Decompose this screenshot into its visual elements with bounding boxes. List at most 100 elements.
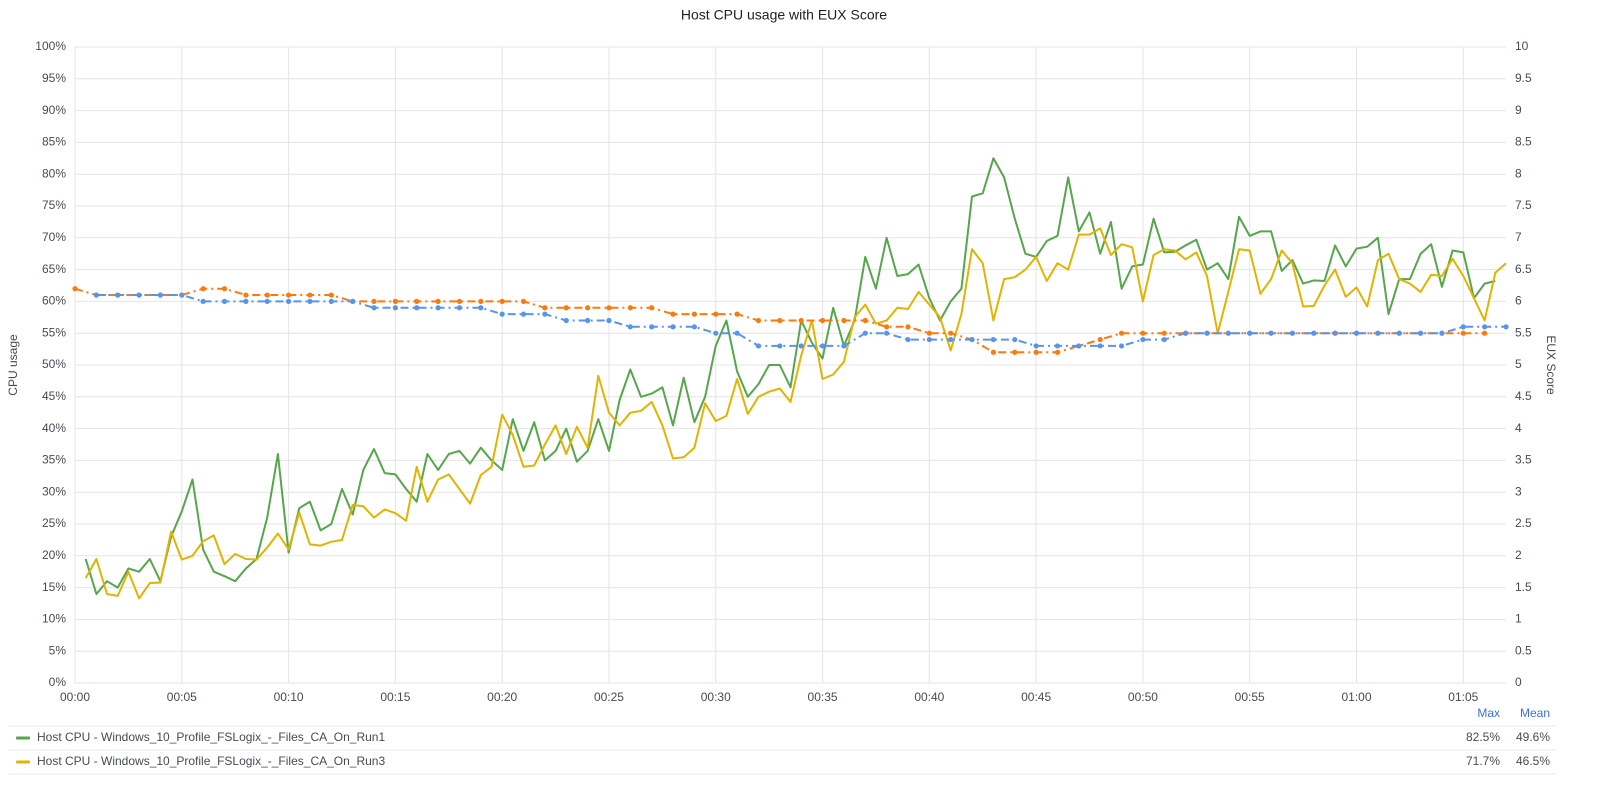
data-point	[1332, 330, 1338, 336]
data-point	[307, 292, 313, 298]
data-point	[584, 317, 591, 324]
y-tick-label: 30%	[42, 484, 66, 498]
data-point	[243, 298, 249, 304]
data-point	[670, 311, 676, 317]
data-point	[713, 330, 719, 336]
y2-tick-label: 0.5	[1515, 643, 1532, 657]
data-point	[670, 324, 676, 330]
data-point	[1118, 343, 1125, 349]
data-point	[649, 305, 655, 311]
data-point	[542, 311, 548, 317]
y2-tick-label: 5	[1515, 357, 1522, 371]
data-point	[1012, 349, 1018, 355]
data-point	[414, 298, 420, 304]
data-point	[1482, 324, 1488, 330]
data-point	[1012, 336, 1018, 343]
data-point	[1097, 336, 1103, 343]
y2-tick-label: 7	[1515, 230, 1522, 244]
legend-max: 82.5%	[1466, 730, 1500, 744]
data-point	[392, 305, 398, 311]
data-point	[1460, 324, 1466, 330]
data-point	[1375, 330, 1381, 336]
data-point	[478, 305, 484, 311]
data-point	[307, 298, 313, 304]
data-point	[1076, 343, 1082, 349]
data-point	[115, 292, 121, 298]
data-point	[755, 343, 762, 349]
y-tick-label: 100%	[35, 39, 66, 53]
y2-tick-label: 9	[1515, 103, 1522, 117]
x-tick-label: 00:10	[274, 690, 304, 704]
data-point	[691, 311, 697, 317]
legend-header: Max	[1477, 706, 1500, 720]
y2-tick-label: 6	[1515, 294, 1522, 308]
series-line	[84, 227, 1507, 600]
y-tick-label: 90%	[42, 103, 66, 117]
legend-max: 71.7%	[1466, 754, 1500, 768]
data-point	[243, 292, 249, 298]
data-point	[584, 305, 591, 311]
data-point	[1439, 330, 1445, 336]
data-point	[1054, 349, 1061, 355]
y2-tick-label: 4.5	[1515, 389, 1532, 403]
data-point	[1033, 343, 1039, 349]
y2-tick-label: 8.5	[1515, 135, 1532, 149]
y2-tick-label: 6.5	[1515, 262, 1532, 276]
data-point	[1268, 330, 1274, 336]
y-tick-label: 25%	[42, 516, 66, 530]
data-point	[478, 298, 484, 304]
y-tick-label: 60%	[42, 294, 66, 308]
data-point	[926, 336, 932, 343]
data-point	[542, 305, 548, 311]
data-point	[606, 305, 612, 311]
y2-tick-label: 2.5	[1515, 516, 1532, 530]
data-point	[371, 305, 377, 311]
data-point	[264, 298, 270, 304]
data-point	[350, 298, 356, 304]
data-point	[1482, 330, 1488, 336]
data-point	[435, 298, 441, 304]
data-point	[221, 298, 228, 304]
data-point	[392, 298, 398, 304]
data-point	[1183, 330, 1189, 336]
data-point	[1161, 330, 1167, 336]
y-tick-label: 95%	[42, 71, 66, 85]
data-point	[285, 298, 292, 304]
data-point	[520, 311, 527, 317]
legend-swatch	[16, 736, 30, 740]
y-tick-label: 55%	[42, 325, 66, 339]
data-point	[1054, 343, 1061, 349]
x-tick-label: 01:00	[1341, 690, 1371, 704]
data-point	[72, 286, 78, 292]
data-point	[328, 298, 334, 304]
y-tick-label: 0%	[49, 675, 67, 689]
y-tick-label: 20%	[42, 548, 66, 562]
data-point	[606, 317, 612, 324]
y-tick-label: 10%	[42, 612, 66, 626]
y-tick-label: 70%	[42, 230, 66, 244]
data-point	[499, 311, 505, 317]
data-point	[884, 330, 890, 336]
data-point	[819, 343, 826, 349]
data-point	[563, 317, 569, 324]
legend-swatch	[16, 760, 30, 764]
data-point	[798, 317, 804, 324]
x-tick-label: 00:15	[380, 690, 410, 704]
data-point	[371, 298, 377, 304]
data-point	[1311, 330, 1317, 336]
data-point	[969, 336, 975, 343]
data-point	[1140, 330, 1146, 336]
data-point	[905, 324, 911, 330]
data-point	[1204, 330, 1210, 336]
y-tick-label: 45%	[42, 389, 66, 403]
x-tick-label: 00:50	[1128, 690, 1158, 704]
data-point	[93, 292, 99, 298]
y-tick-label: 5%	[49, 643, 67, 657]
x-tick-label: 00:05	[167, 690, 197, 704]
y2-tick-label: 1	[1515, 612, 1522, 626]
y2-tick-label: 3	[1515, 484, 1522, 498]
data-point	[435, 305, 441, 311]
y2-tick-label: 8	[1515, 166, 1522, 180]
legend-mean: 49.6%	[1516, 730, 1550, 744]
data-point	[862, 330, 868, 336]
